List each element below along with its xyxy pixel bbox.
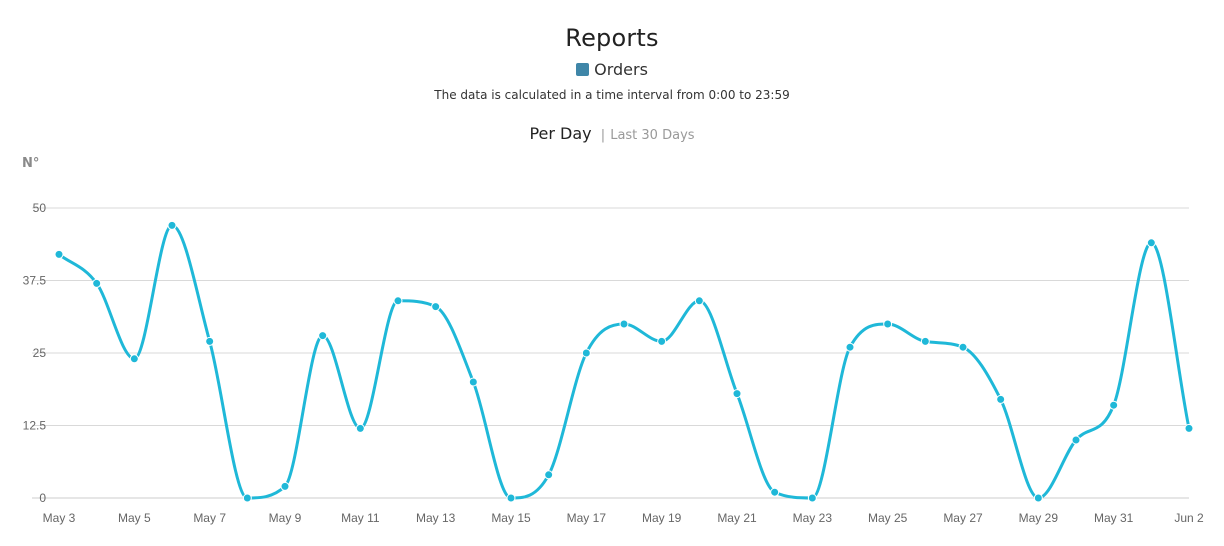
orders-data-point (280, 481, 290, 491)
x-tick-label: May 5 (118, 511, 151, 525)
x-tick-label: May 21 (717, 511, 757, 525)
x-tick-label: May 15 (491, 511, 531, 525)
x-tick-label: May 13 (416, 511, 456, 525)
report-title: Reports (565, 24, 659, 52)
period-separator: | (600, 128, 606, 143)
x-tick-label: May 25 (868, 511, 908, 525)
orders-data-point (619, 319, 629, 329)
orders-data-point (544, 470, 554, 480)
x-tick-label: May 19 (642, 511, 682, 525)
y-axis-unit-label: N° (22, 156, 40, 171)
orders-data-point (468, 377, 478, 387)
time-interval-note: The data is calculated in a time interva… (434, 88, 790, 102)
orders-data-point (807, 493, 817, 503)
y-tick-label: 50 (33, 201, 47, 215)
legend-label-orders[interactable]: Orders (594, 60, 648, 79)
period-main-label: Per Day (529, 124, 592, 143)
x-tick-label: May 9 (269, 511, 302, 525)
orders-data-point (167, 220, 177, 230)
x-tick-label: Jun 2 (1174, 511, 1204, 525)
orders-data-point (355, 423, 365, 433)
orders-data-point (732, 389, 742, 399)
orders-data-point (845, 342, 855, 352)
orders-data-point (657, 336, 667, 346)
y-tick-label: 25 (33, 346, 47, 360)
y-tick-label: 37.5 (23, 274, 47, 288)
x-tick-label: May 31 (1094, 511, 1134, 525)
x-tick-label: May 29 (1019, 511, 1059, 525)
orders-data-point (318, 331, 328, 341)
orders-data-point (129, 354, 139, 364)
orders-data-point (506, 493, 516, 503)
y-tick-label: 0 (39, 491, 46, 505)
x-tick-label: May 7 (193, 511, 226, 525)
orders-data-point (958, 342, 968, 352)
orders-data-point (393, 296, 403, 306)
chart-legend[interactable]: Orders (0, 60, 1224, 79)
x-tick-label: May 17 (567, 511, 607, 525)
orders-data-point (1109, 400, 1119, 410)
orders-data-point (54, 249, 64, 259)
x-tick-label: May 3 (43, 511, 76, 525)
orders-data-point (205, 336, 215, 346)
orders-data-point (1146, 238, 1156, 248)
orders-data-point (1184, 423, 1194, 433)
period-heading: Per Day | Last 30 Days (0, 124, 1224, 143)
orders-data-point (920, 336, 930, 346)
orders-series-line (57, 223, 1191, 500)
orders-data-point (92, 278, 102, 288)
period-range-label: Last 30 Days (610, 128, 695, 143)
x-tick-label: May 11 (341, 511, 380, 525)
orders-data-point (581, 348, 591, 358)
x-tick-label: May 23 (793, 511, 833, 525)
orders-data-point (1071, 435, 1081, 445)
legend-swatch[interactable] (576, 63, 590, 76)
orders-data-point (431, 302, 441, 312)
x-tick-label: May 27 (943, 511, 983, 525)
y-tick-label: 12.5 (23, 419, 47, 433)
orders-data-point (694, 296, 704, 306)
orders-data-point (770, 487, 780, 497)
orders-data-point (883, 319, 893, 329)
orders-data-point (996, 394, 1006, 404)
orders-data-point (1033, 493, 1043, 503)
orders-data-point (242, 493, 252, 503)
